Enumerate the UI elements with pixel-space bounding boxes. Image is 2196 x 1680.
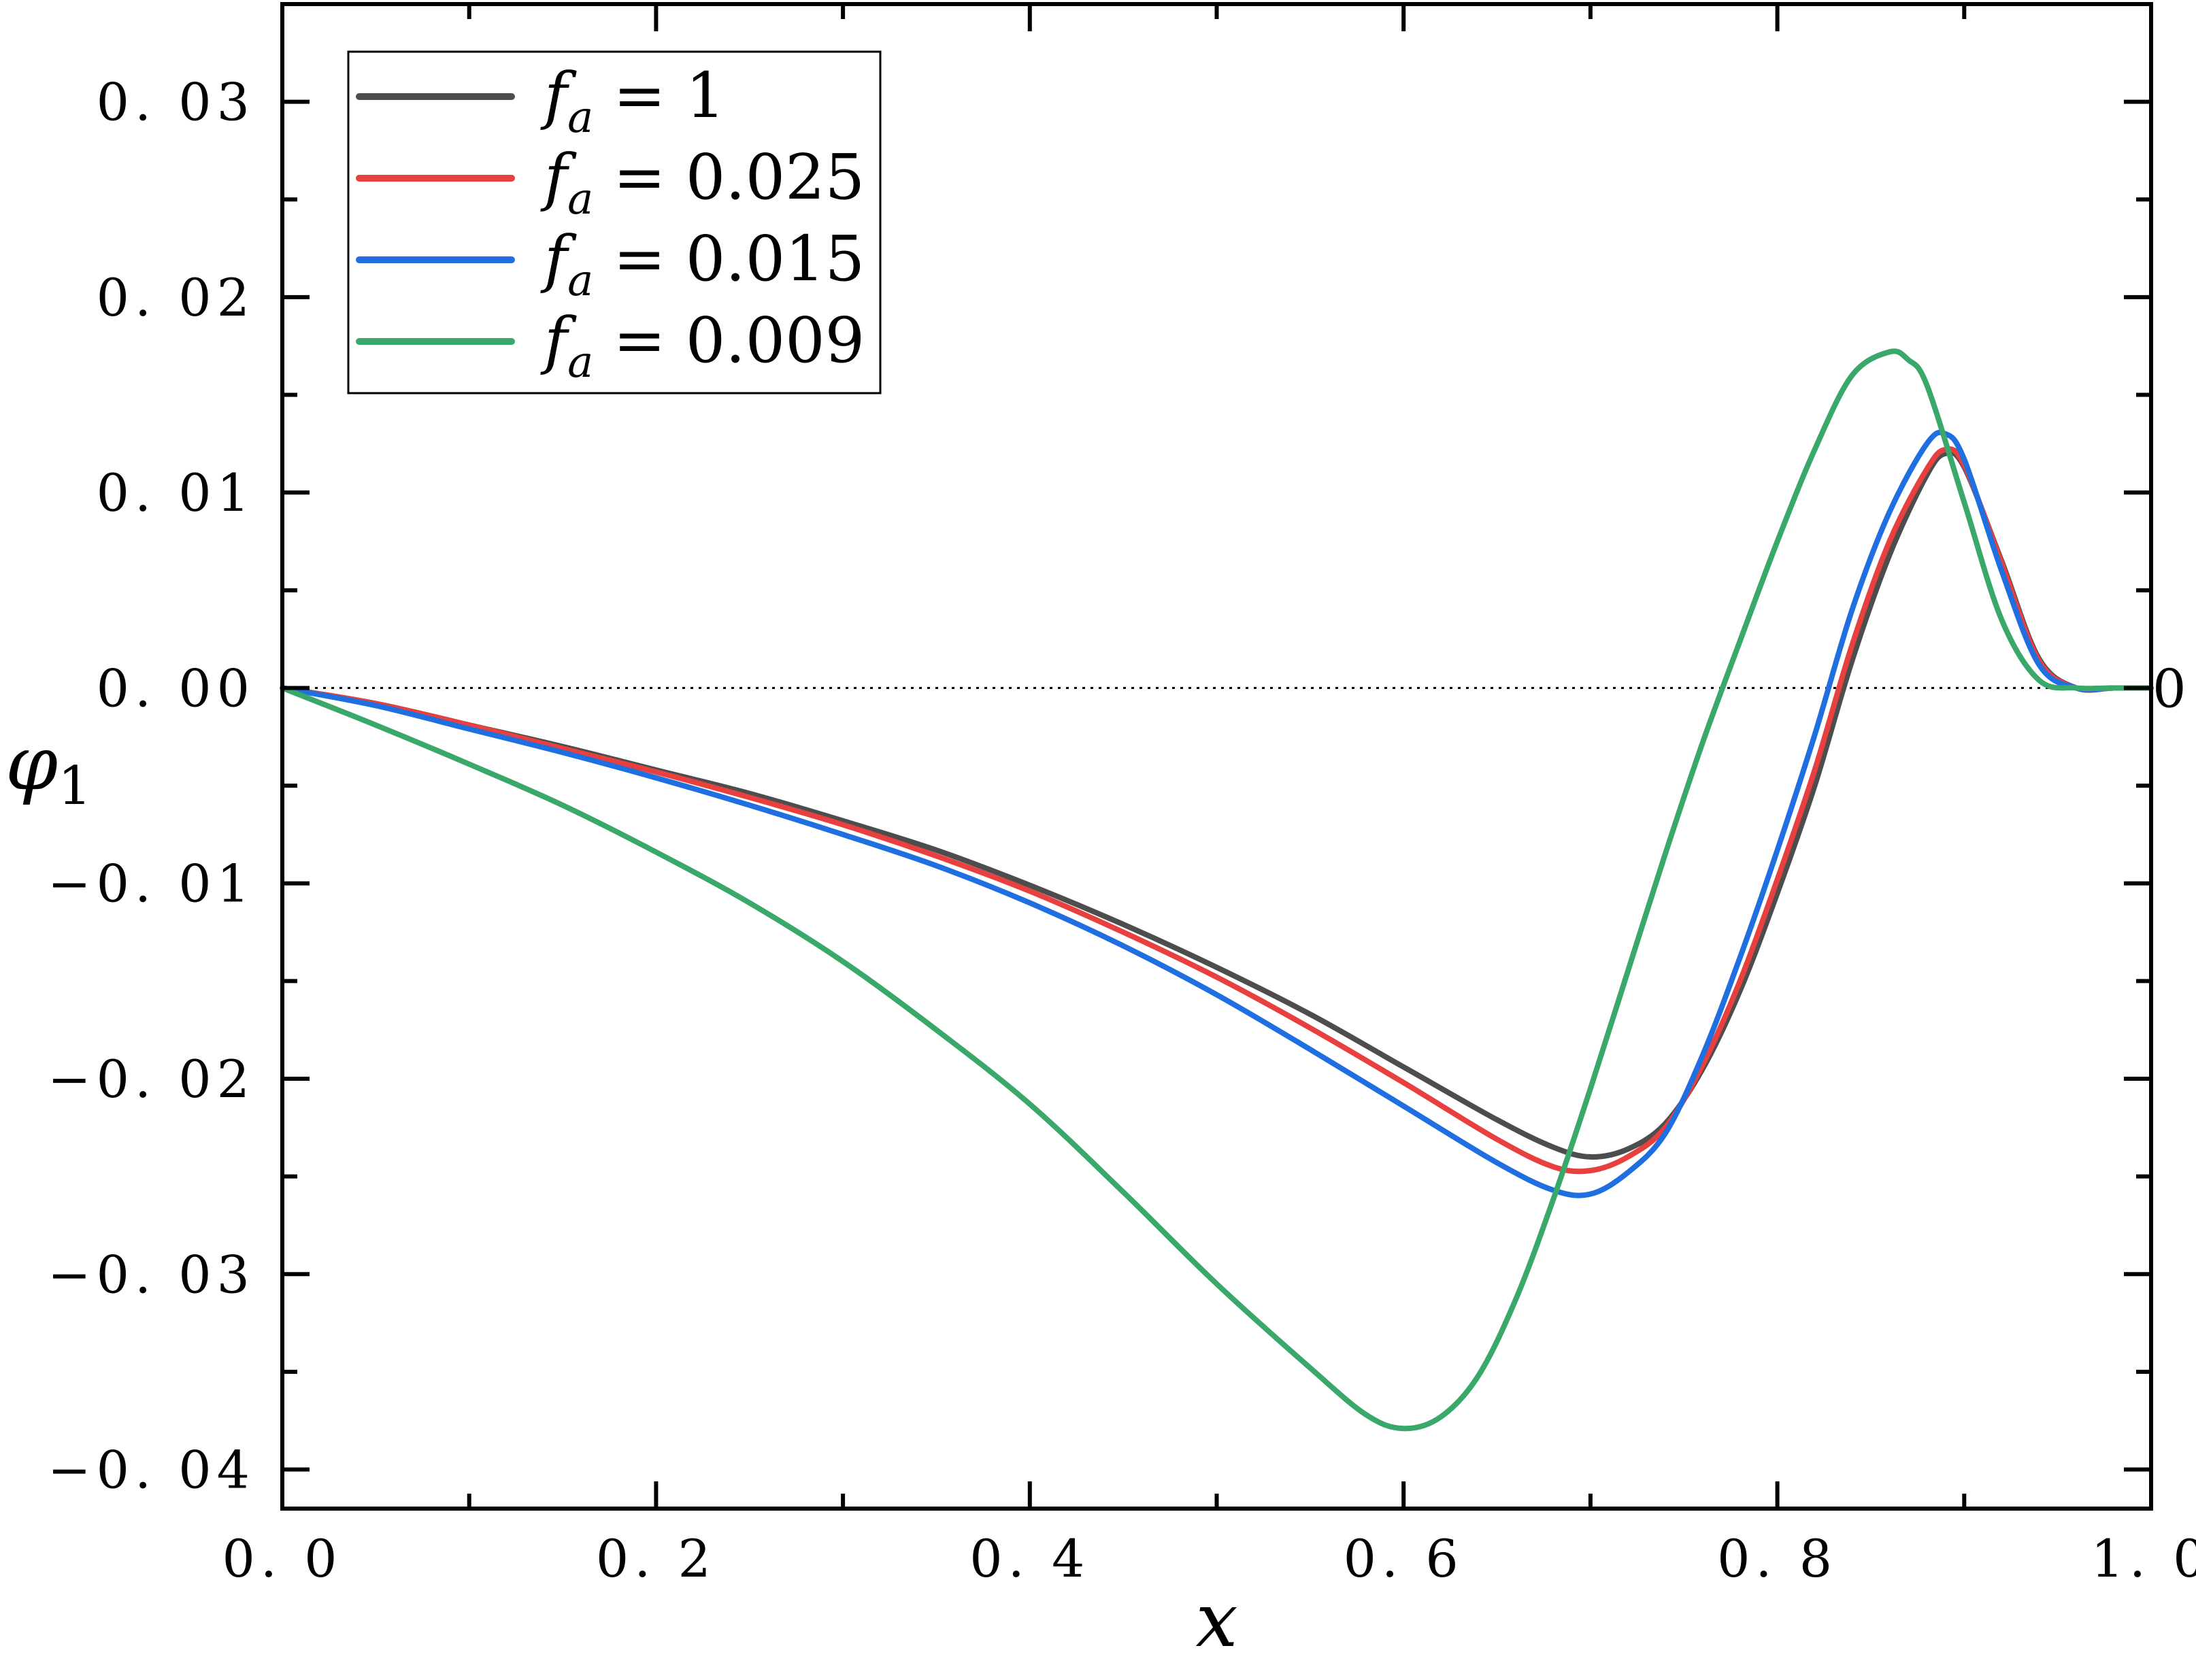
x-tick-label: 0. 0 [222,1528,342,1589]
legend-value: = 0.015 [593,222,865,295]
y-tick-label: 0. 00 [97,658,255,718]
x-axis-label: x [1195,1577,1237,1664]
legend-subscript: a [567,337,593,388]
series-line-3 [280,348,2154,1432]
y-axis-label-symbol: φ [5,720,58,807]
y-tick-label: 0. 03 [97,72,255,133]
y-tick-label: 0. 01 [97,463,255,523]
y-tick-label: −0. 03 [48,1244,255,1305]
series-line-2 [280,429,2154,1198]
series-lines [280,348,2154,1432]
legend-box [347,50,882,394]
y-tick-label: 0. 02 [97,267,255,328]
y-tick-labels: 0. 03 0. 02 0. 01 0. 00 −0. 01 −0. 02 −0. 03 −0… [48,72,255,1500]
y-tick-label: −0. 02 [48,1049,255,1109]
legend-value: = 0.009 [593,304,865,377]
x-tick-label: 0. 6 [1344,1528,1464,1589]
legend-value: = 1 [593,59,725,132]
legend-entry-2: fa = 0.015 [540,222,865,306]
legend-subscript: a [567,174,593,224]
legend-subscript: a [567,93,593,143]
y-tick-label: −0. 04 [48,1440,255,1500]
legend-value: = 0.025 [593,141,865,214]
x-tick-labels: 0. 0 0. 2 0. 4 0. 6 0. 8 1. 0 [222,1528,2196,1589]
x-tick-label: 0. 4 [969,1528,1090,1589]
y-tick-label: −0. 01 [48,854,255,914]
axis-ticks [280,4,2153,1509]
x-tick-label: 0. 8 [1717,1528,1837,1589]
legend-entry-3: fa = 0.009 [540,304,865,388]
legend-entry-0: fa = 1 [540,59,725,143]
right-axis-zero-label: 0 [2152,658,2186,720]
y-axis-label: φ1 [5,720,92,817]
y-axis-label-subscript: 1 [58,756,92,817]
x-tick-label: 0. 2 [596,1528,716,1589]
legend-subscript: a [567,256,593,306]
x-tick-label: 1. 0 [2091,1528,2196,1589]
